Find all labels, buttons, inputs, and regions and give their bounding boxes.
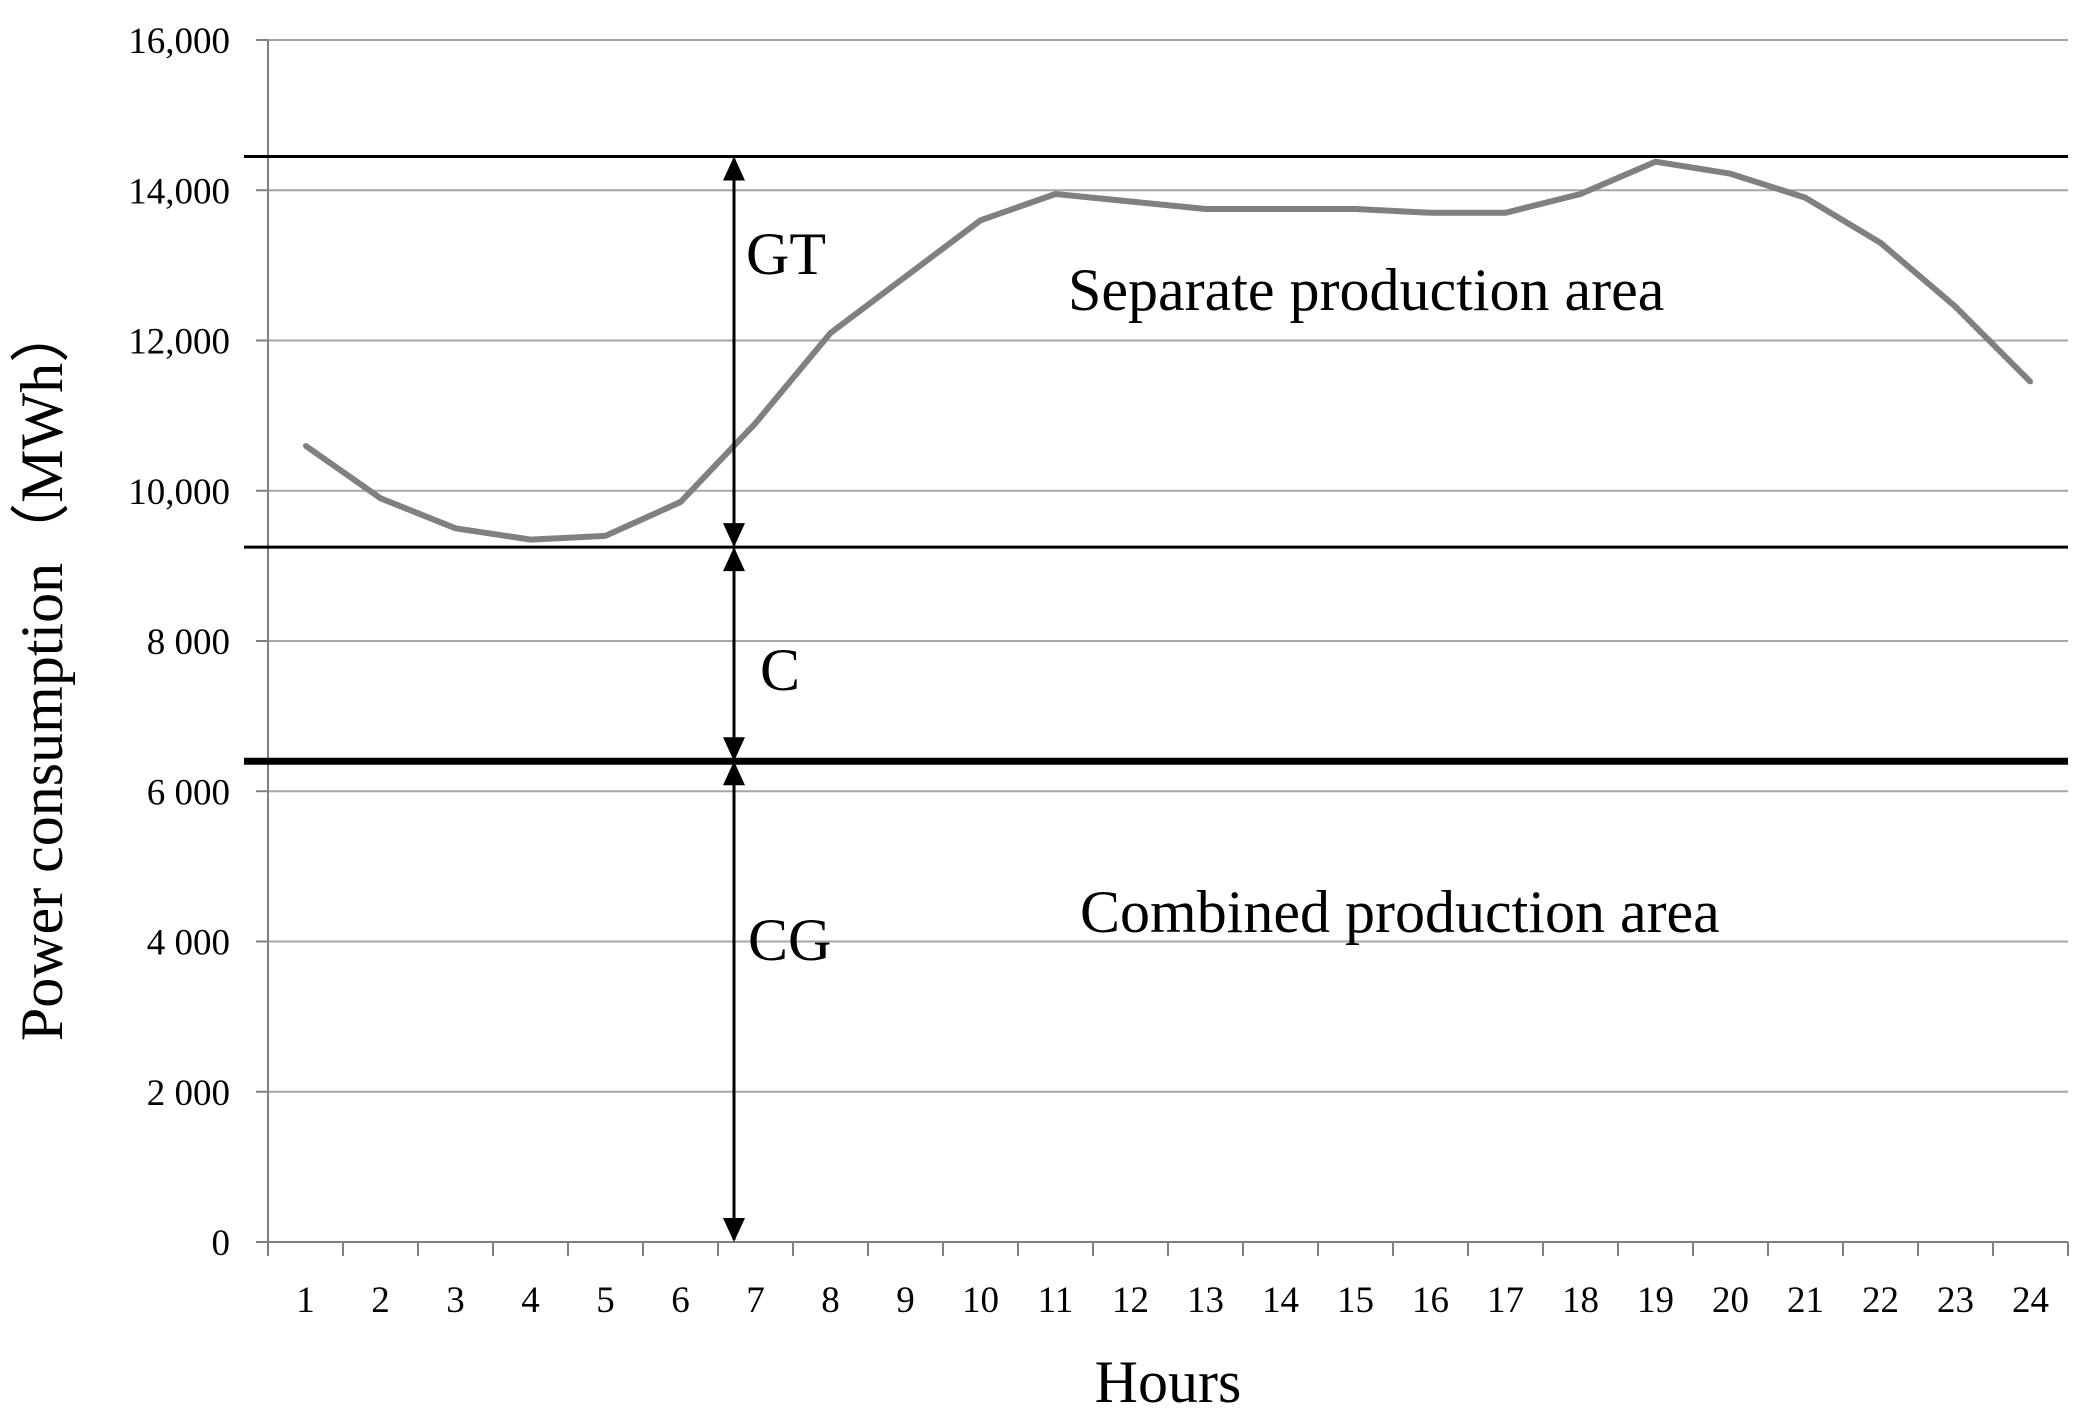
data-point	[528, 537, 533, 543]
x-tick-label: 9	[896, 1280, 915, 1321]
data-point	[1503, 210, 1508, 216]
arrow-head-down	[723, 737, 745, 762]
arrow-head-down	[723, 1218, 745, 1242]
x-tick-label: 5	[596, 1280, 615, 1321]
y-tick-label: 10,000	[128, 472, 230, 513]
data-point	[1653, 159, 1658, 165]
data-point	[1803, 195, 1808, 201]
data-point	[1953, 304, 1958, 310]
axes	[256, 39, 2069, 1256]
data-point	[903, 274, 908, 280]
x-tick-label: 23	[1937, 1280, 1974, 1321]
gridlines	[268, 39, 2068, 1093]
data-point	[378, 495, 383, 501]
y-tick-label: 2 000	[147, 1073, 230, 1114]
annotation-combined-production-area: Combined production area	[1080, 879, 1720, 945]
x-tick-label: 6	[671, 1280, 690, 1321]
x-tick-label: 21	[1787, 1280, 1824, 1321]
data-point	[828, 330, 833, 336]
x-tick-label: 16	[1412, 1280, 1449, 1321]
data-point	[2028, 379, 2033, 385]
range-arrows	[723, 156, 745, 1242]
data-point	[1353, 206, 1358, 212]
x-tick-label: 19	[1637, 1280, 1674, 1321]
data-point	[1428, 210, 1433, 216]
data-point	[303, 443, 308, 449]
reference-lines	[244, 154, 2068, 765]
data-point	[1278, 206, 1283, 212]
x-tick-label: 15	[1337, 1280, 1374, 1321]
arrow-head-up	[723, 761, 745, 786]
data-point	[1203, 206, 1208, 212]
x-tick-label: 13	[1187, 1280, 1224, 1321]
x-axis-title: Hours	[1095, 1349, 1242, 1415]
annotation-gt: GT	[746, 221, 826, 287]
x-tick-label: 7	[746, 1280, 765, 1321]
y-tick-label: 12,000	[128, 322, 230, 363]
series-line	[303, 158, 2033, 543]
x-tick-label: 2	[371, 1280, 390, 1321]
tick-labels: 0 2 000 4 000 6 000 8 000 10,000 12,000 14,000 1…	[128, 21, 2049, 1321]
data-point	[603, 533, 608, 539]
x-tick-label: 11	[1038, 1280, 1074, 1321]
data-point	[753, 420, 758, 426]
x-tick-label: 10	[962, 1280, 999, 1321]
annotation-separate-production-area: Separate production area	[1068, 257, 1664, 323]
x-tick-label: 17	[1487, 1280, 1524, 1321]
x-tick-label: 24	[2012, 1280, 2049, 1321]
arrow-head-down	[723, 523, 745, 548]
data-point	[1728, 171, 1733, 177]
data-point	[1053, 191, 1058, 197]
annotation-c: C	[760, 637, 800, 703]
x-tick-label: 18	[1562, 1280, 1599, 1321]
x-tick-label: 8	[821, 1280, 840, 1321]
data-point	[1578, 191, 1583, 197]
x-tick-label: 12	[1112, 1280, 1149, 1321]
arrow-head-up	[723, 156, 745, 181]
y-tick-label: 14,000	[128, 171, 230, 212]
y-tick-label: 6 000	[147, 772, 230, 813]
y-axis-title: Power consumption（MWh）	[9, 303, 75, 1041]
data-point	[978, 217, 983, 223]
x-tick-label: 14	[1262, 1280, 1299, 1321]
x-tick-label: 22	[1862, 1280, 1899, 1321]
x-tick-label: 1	[296, 1280, 315, 1321]
y-tick-label: 16,000	[128, 21, 230, 62]
series-layer	[303, 158, 2033, 543]
x-tick-label: 20	[1712, 1280, 1749, 1321]
data-point	[678, 499, 683, 505]
annotation-cg: CG	[748, 907, 831, 973]
data-point	[1878, 240, 1883, 246]
data-point	[453, 525, 458, 531]
arrow-head-up	[723, 547, 745, 572]
data-point	[1128, 199, 1133, 205]
y-tick-label: 8 000	[147, 622, 230, 663]
y-tick-label: 0	[212, 1223, 231, 1264]
y-tick-label: 4 000	[147, 923, 230, 964]
x-tick-label: 4	[521, 1280, 540, 1321]
x-tick-label: 3	[446, 1280, 465, 1321]
